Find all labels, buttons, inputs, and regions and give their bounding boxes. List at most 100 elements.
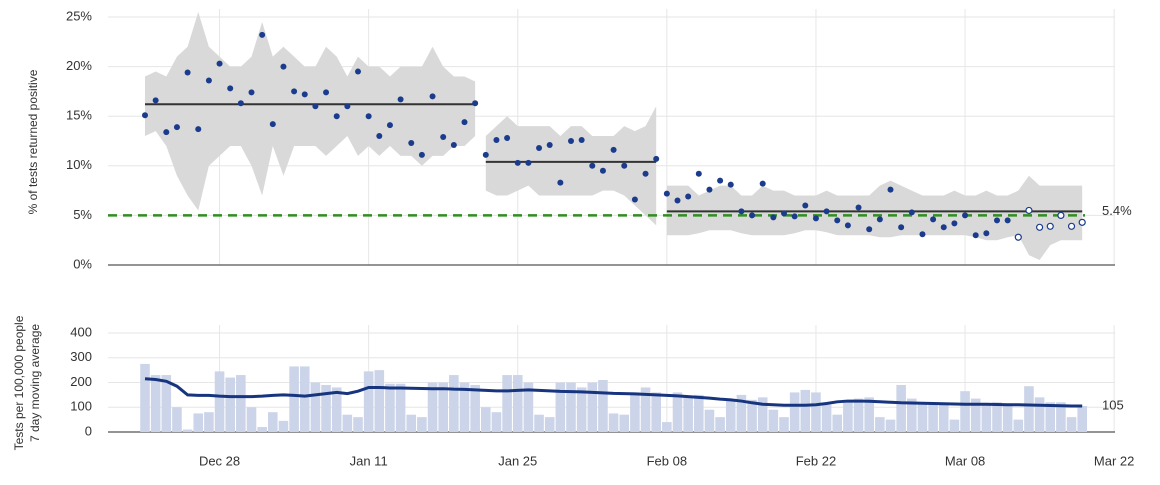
data-point xyxy=(344,103,351,110)
bar xyxy=(630,392,640,432)
y-tick-label: 0 xyxy=(85,423,92,438)
data-point xyxy=(205,77,212,84)
bar xyxy=(236,375,246,432)
bar xyxy=(193,413,204,432)
data-point xyxy=(589,162,596,169)
bar xyxy=(651,392,661,432)
x-tick-label: Feb 08 xyxy=(647,453,687,468)
bar xyxy=(992,402,1002,432)
bar xyxy=(214,371,225,432)
data-point xyxy=(706,186,713,193)
bar xyxy=(268,412,278,432)
bar xyxy=(1077,406,1087,432)
data-point xyxy=(685,193,692,200)
bar xyxy=(278,420,289,432)
bar xyxy=(694,394,704,432)
bar xyxy=(619,414,630,432)
bar xyxy=(555,382,566,432)
data-point xyxy=(472,100,479,107)
data-point xyxy=(355,68,361,75)
x-tick-label: Dec 28 xyxy=(199,453,240,468)
data-point xyxy=(568,138,574,144)
data-point xyxy=(259,31,266,38)
y-tick-label: 100 xyxy=(70,399,92,414)
data-point xyxy=(791,213,798,220)
x-tick-label: Mar 08 xyxy=(945,453,985,468)
bar xyxy=(970,398,981,432)
data-point xyxy=(812,215,819,222)
data-point xyxy=(653,155,660,162)
bar xyxy=(225,377,235,432)
bar xyxy=(843,399,853,432)
data-point xyxy=(599,167,606,174)
bar xyxy=(864,397,874,432)
data-point xyxy=(461,119,468,126)
mean-label: 5.4% xyxy=(1102,203,1132,218)
data-point xyxy=(674,197,681,204)
data-point xyxy=(514,159,521,166)
bar xyxy=(502,375,512,432)
data-point xyxy=(951,220,958,227)
data-point xyxy=(770,214,777,221)
data-point xyxy=(557,179,564,186)
bar xyxy=(683,397,693,432)
bar xyxy=(523,382,534,432)
x-tick-label: Feb 22 xyxy=(796,453,836,468)
data-point xyxy=(994,217,1000,224)
bar xyxy=(811,392,821,432)
bar xyxy=(321,384,331,432)
data-point xyxy=(152,97,159,104)
data-point xyxy=(323,89,330,96)
bar xyxy=(491,412,502,432)
confidence-band xyxy=(485,106,657,226)
data-point xyxy=(397,96,404,103)
bar xyxy=(481,407,491,432)
data-point xyxy=(269,121,276,128)
data-point xyxy=(621,162,628,169)
bar xyxy=(757,397,768,432)
bar xyxy=(576,387,587,432)
bar xyxy=(427,382,438,432)
bar xyxy=(587,382,598,432)
bar xyxy=(310,382,321,432)
bar xyxy=(204,412,214,432)
data-point xyxy=(418,151,425,158)
data-point xyxy=(578,137,585,144)
data-point xyxy=(376,133,383,140)
bar xyxy=(1066,417,1077,432)
data-point xyxy=(365,113,372,120)
bar xyxy=(566,382,576,432)
data-point xyxy=(546,141,553,148)
data-point xyxy=(386,122,393,129)
moving-average-line xyxy=(144,377,1083,408)
y-tick-label: 300 xyxy=(70,349,92,364)
data-point xyxy=(642,170,649,177)
data-point xyxy=(301,91,308,98)
bar xyxy=(725,399,736,432)
bar xyxy=(1024,386,1034,432)
data-point xyxy=(781,210,787,217)
data-point xyxy=(482,151,489,158)
bar xyxy=(853,398,864,432)
data-point xyxy=(1046,222,1054,230)
bar xyxy=(608,413,619,432)
bar xyxy=(459,382,470,432)
x-tick-label: Mar 22 xyxy=(1094,453,1134,468)
bar xyxy=(385,383,395,432)
data-point xyxy=(280,63,287,70)
bar xyxy=(140,363,150,432)
bar xyxy=(640,387,651,432)
y-axis-label: Tests per 100,000 people xyxy=(12,315,26,450)
y-axis-label: % of tests returned positive xyxy=(26,69,40,214)
bar xyxy=(374,370,385,432)
data-point xyxy=(1035,223,1044,231)
data-point xyxy=(908,209,915,216)
bar xyxy=(779,417,789,432)
data-point xyxy=(749,212,756,219)
bar xyxy=(736,394,747,432)
bar xyxy=(1045,402,1056,432)
bar xyxy=(150,375,161,432)
bar xyxy=(544,417,555,432)
bar xyxy=(875,417,885,432)
